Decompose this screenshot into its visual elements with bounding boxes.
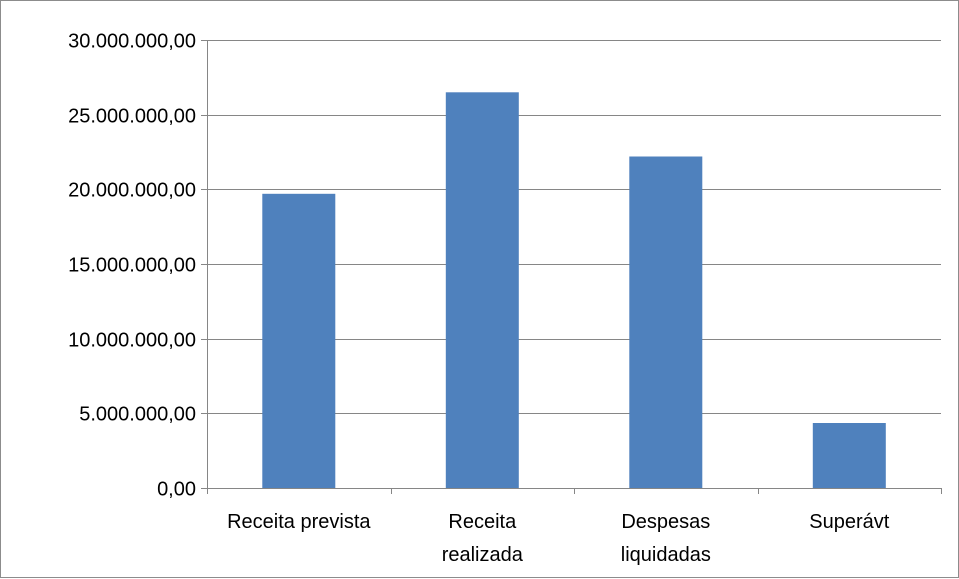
bar <box>445 92 519 489</box>
bar <box>812 423 886 488</box>
y-tick-label: 20.000.000,00 <box>68 180 196 202</box>
x-category-label-line: realizada <box>442 544 524 566</box>
x-category-label-line: Superávt <box>809 511 889 533</box>
y-tick-label: 15.000.000,00 <box>68 255 196 277</box>
x-category-label-line: Receita <box>448 511 517 533</box>
axes <box>201 40 942 494</box>
x-category-label: Receita realizada <box>442 511 524 566</box>
x-axis-category-labels: Receita prevista Receita realizada Despesas… <box>227 511 890 566</box>
x-category-label: Superávt <box>809 511 889 533</box>
bar <box>629 156 703 488</box>
y-tick-label: 10.000.000,00 <box>68 330 196 352</box>
y-tick-label: 25.000.000,00 <box>68 106 196 128</box>
y-tick-label: 0,00 <box>157 479 196 501</box>
x-category-label-line: liquidadas <box>621 544 711 566</box>
x-category-label: Despesas liquidadas <box>621 511 711 566</box>
y-tick-label: 5.000.000,00 <box>79 404 196 426</box>
y-tick-label: 30.000.000,00 <box>68 31 196 53</box>
x-category-label: Receita prevista <box>227 511 371 533</box>
bars <box>262 92 886 489</box>
x-category-label-line: Despesas <box>621 511 710 533</box>
bar <box>262 193 336 489</box>
y-axis-tick-labels: 0,00 5.000.000,00 10.000.000,00 15.000.000,… <box>68 31 196 501</box>
x-category-label-line: Receita prevista <box>227 511 371 533</box>
